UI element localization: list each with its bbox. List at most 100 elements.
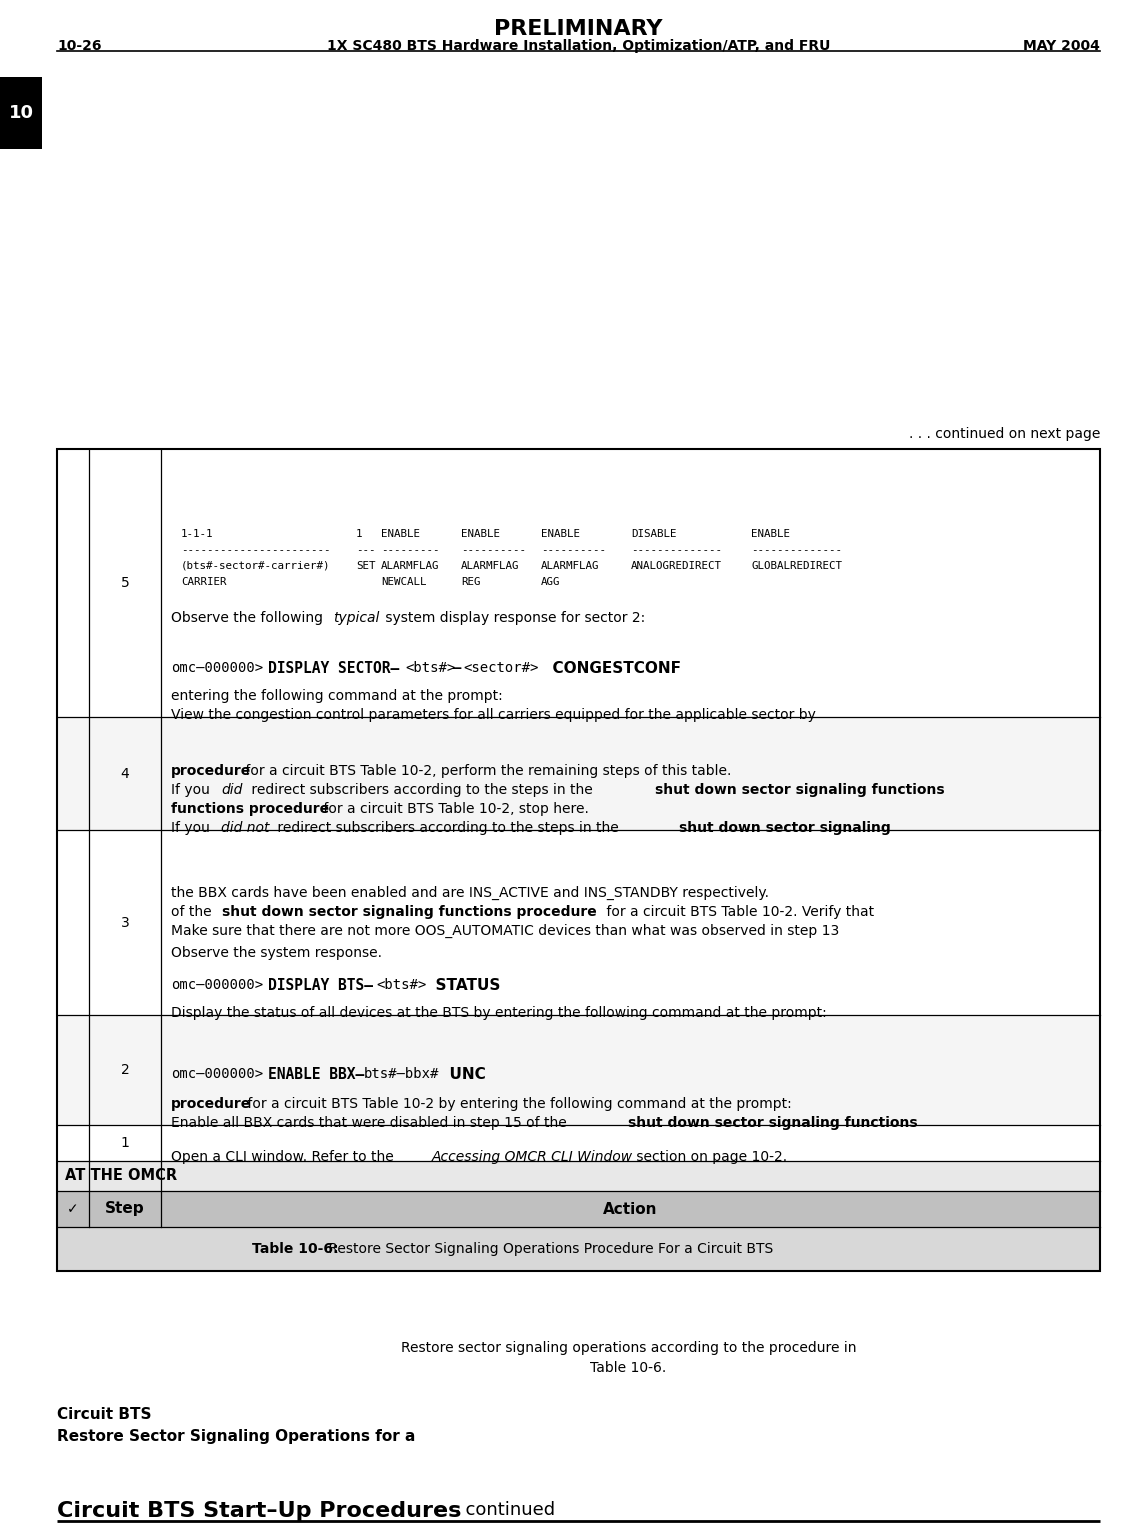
Text: CARRIER: CARRIER bbox=[181, 577, 226, 586]
Text: DISPLAY SECTOR–: DISPLAY SECTOR– bbox=[267, 660, 400, 676]
Text: MAY 2004: MAY 2004 bbox=[1023, 38, 1100, 52]
Text: section on page 10-2.: section on page 10-2. bbox=[633, 1150, 788, 1163]
Text: entering the following command at the prompt:: entering the following command at the pr… bbox=[171, 689, 503, 703]
Text: ENABLE: ENABLE bbox=[541, 529, 580, 539]
Text: Display the status of all devices at the BTS by entering the following command a: Display the status of all devices at the… bbox=[171, 1007, 827, 1020]
Text: Step: Step bbox=[106, 1202, 145, 1216]
Text: 4: 4 bbox=[121, 766, 130, 780]
Text: -----------------------: ----------------------- bbox=[181, 545, 331, 556]
Text: --------------: -------------- bbox=[751, 545, 841, 556]
Text: 1X SC480 BTS Hardware Installation, Optimization/ATP, and FRU: 1X SC480 BTS Hardware Installation, Opti… bbox=[327, 38, 830, 52]
Text: Observe the following: Observe the following bbox=[171, 611, 327, 625]
Text: of the: of the bbox=[171, 905, 216, 919]
Text: . . . continued on next page: . . . continued on next page bbox=[908, 426, 1100, 442]
Text: for a circuit BTS Table 10-2, stop here.: for a circuit BTS Table 10-2, stop here. bbox=[319, 802, 589, 816]
Bar bbox=[0, 77, 42, 149]
Text: bts#–bbx#: bts#–bbx# bbox=[364, 1067, 440, 1080]
Text: NEWCALL: NEWCALL bbox=[381, 577, 427, 586]
Bar bbox=[57, 717, 1100, 830]
Text: ENABLE: ENABLE bbox=[751, 529, 790, 539]
Text: <sector#>: <sector#> bbox=[463, 660, 538, 676]
Text: 5: 5 bbox=[121, 576, 130, 589]
Text: redirect subscribers according to the steps in the: redirect subscribers according to the st… bbox=[247, 783, 597, 797]
Text: AGG: AGG bbox=[541, 577, 560, 586]
Text: GLOBALREDIRECT: GLOBALREDIRECT bbox=[751, 562, 841, 571]
Text: omc–000000>: omc–000000> bbox=[171, 1067, 263, 1080]
Bar bbox=[57, 449, 1100, 1271]
Text: ----------: ---------- bbox=[541, 545, 606, 556]
Text: ENABLE: ENABLE bbox=[461, 529, 501, 539]
Text: Circuit BTS Start–Up Procedures: Circuit BTS Start–Up Procedures bbox=[57, 1501, 461, 1521]
Text: ALARMFLAG: ALARMFLAG bbox=[381, 562, 440, 571]
Text: STATUS: STATUS bbox=[425, 977, 501, 993]
Text: <bts#>: <bts#> bbox=[377, 977, 426, 993]
Text: procedure: procedure bbox=[171, 1097, 251, 1111]
Text: redirect subscribers according to the steps in the: redirect subscribers according to the st… bbox=[273, 820, 623, 836]
Text: 10: 10 bbox=[8, 105, 33, 122]
Bar bbox=[57, 1125, 1100, 1160]
Text: the BBX cards have been enabled and are INS_ACTIVE and INS_STANDBY respectively.: the BBX cards have been enabled and are … bbox=[171, 886, 769, 900]
Text: ENABLE: ENABLE bbox=[381, 529, 420, 539]
Text: typical: typical bbox=[333, 611, 379, 625]
Text: <bts#>: <bts#> bbox=[405, 660, 456, 676]
Text: SET: SET bbox=[356, 562, 375, 571]
Text: 2: 2 bbox=[121, 1063, 130, 1077]
Text: ---: --- bbox=[356, 545, 375, 556]
Text: for a circuit BTS Table 10-2. Verify that: for a circuit BTS Table 10-2. Verify tha… bbox=[602, 905, 874, 919]
Text: for a circuit BTS Table 10-2 by entering the following command at the prompt:: for a circuit BTS Table 10-2 by entering… bbox=[243, 1097, 792, 1111]
Text: shut down sector signaling functions: shut down sector signaling functions bbox=[656, 783, 945, 797]
Text: UNC: UNC bbox=[439, 1067, 486, 1082]
Text: Open a CLI window. Refer to the: Open a CLI window. Refer to the bbox=[171, 1150, 398, 1163]
Text: Table 10-6:: Table 10-6: bbox=[253, 1242, 339, 1256]
Text: Restore Sector Signaling Operations for a: Restore Sector Signaling Operations for … bbox=[57, 1430, 416, 1444]
Text: 1: 1 bbox=[121, 1136, 130, 1150]
Text: did: did bbox=[222, 783, 242, 797]
Bar bbox=[57, 1227, 1100, 1271]
Text: DISPLAY BTS–: DISPLAY BTS– bbox=[267, 977, 373, 993]
Text: REG: REG bbox=[461, 577, 481, 586]
Text: – continued: – continued bbox=[445, 1501, 556, 1519]
Text: for a circuit BTS Table 10-2, perform the remaining steps of this table.: for a circuit BTS Table 10-2, perform th… bbox=[241, 763, 731, 779]
Text: If you: If you bbox=[171, 783, 215, 797]
Text: Circuit BTS: Circuit BTS bbox=[57, 1407, 152, 1422]
Text: 10-26: 10-26 bbox=[57, 38, 101, 52]
Text: (bts#-sector#-carrier#): (bts#-sector#-carrier#) bbox=[181, 562, 331, 571]
Text: ALARMFLAG: ALARMFLAG bbox=[541, 562, 599, 571]
Text: Restore sector signaling operations according to the procedure in
Table 10-6.: Restore sector signaling operations acco… bbox=[401, 1340, 856, 1374]
Text: –: – bbox=[453, 660, 461, 676]
Text: 1-1-1: 1-1-1 bbox=[181, 529, 214, 539]
Text: --------------: -------------- bbox=[631, 545, 722, 556]
Text: procedure: procedure bbox=[171, 763, 251, 779]
Text: functions procedure: functions procedure bbox=[171, 802, 329, 816]
Text: shut down sector signaling functions: shut down sector signaling functions bbox=[628, 1116, 917, 1130]
Text: AT THE OMCR: AT THE OMCR bbox=[65, 1168, 177, 1183]
Text: Make sure that there are not more OOS_AUTOMATIC devices than what was observed i: Make sure that there are not more OOS_AU… bbox=[171, 923, 839, 939]
Text: DISABLE: DISABLE bbox=[631, 529, 676, 539]
Text: Observe the system response.: Observe the system response. bbox=[171, 946, 382, 960]
Text: ENABLE BBX–: ENABLE BBX– bbox=[267, 1067, 364, 1082]
Bar bbox=[57, 1160, 1100, 1191]
Text: omc–000000>: omc–000000> bbox=[171, 977, 263, 993]
Bar bbox=[57, 1191, 1100, 1227]
Text: CONGESTCONF: CONGESTCONF bbox=[542, 660, 681, 676]
Text: Enable all BBX cards that were disabled in step 15 of the: Enable all BBX cards that were disabled … bbox=[171, 1116, 571, 1130]
Bar bbox=[57, 449, 1100, 717]
Text: Restore Sector Signaling Operations Procedure For a Circuit BTS: Restore Sector Signaling Operations Proc… bbox=[324, 1242, 774, 1256]
Text: 1: 1 bbox=[356, 529, 363, 539]
Text: shut down sector signaling: shut down sector signaling bbox=[678, 820, 891, 836]
Text: did not: did not bbox=[222, 820, 270, 836]
Text: omc–000000>: omc–000000> bbox=[171, 660, 263, 676]
Text: system display response for sector 2:: system display response for sector 2: bbox=[381, 611, 645, 625]
Text: Action: Action bbox=[603, 1202, 658, 1216]
Text: Accessing OMCR CLI Window: Accessing OMCR CLI Window bbox=[432, 1150, 634, 1163]
Text: ALARMFLAG: ALARMFLAG bbox=[461, 562, 520, 571]
Text: ----------: ---------- bbox=[461, 545, 526, 556]
Text: ---------: --------- bbox=[381, 545, 440, 556]
Text: If you: If you bbox=[171, 820, 215, 836]
Text: ANALOGREDIRECT: ANALOGREDIRECT bbox=[631, 562, 722, 571]
Bar bbox=[57, 1016, 1100, 1125]
Bar bbox=[57, 830, 1100, 1016]
Text: shut down sector signaling functions procedure: shut down sector signaling functions pro… bbox=[222, 905, 597, 919]
Text: View the congestion control parameters for all carriers equipped for the applica: View the congestion control parameters f… bbox=[171, 708, 816, 722]
Text: ✓: ✓ bbox=[68, 1202, 79, 1216]
